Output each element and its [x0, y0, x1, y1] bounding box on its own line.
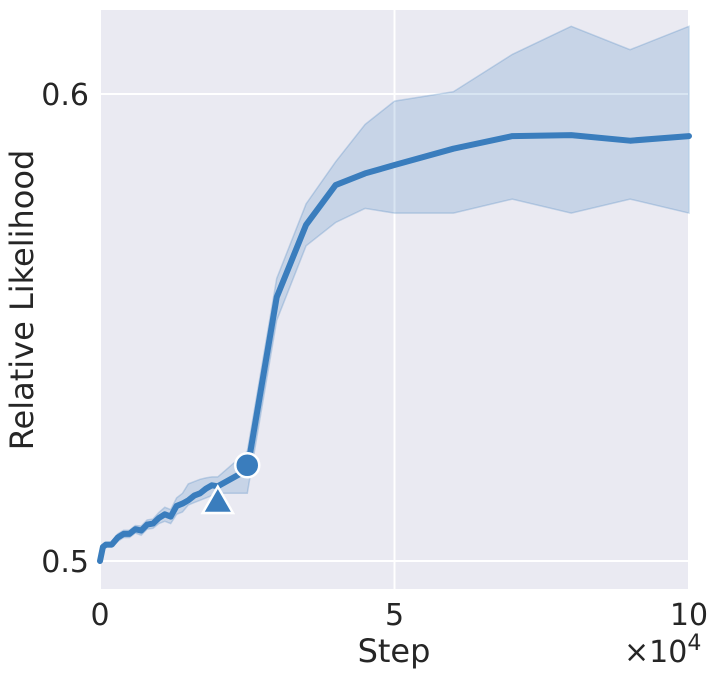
triangle-marker [200, 484, 236, 515]
markers [200, 452, 261, 515]
y-tick-label: 0.5 [41, 545, 89, 580]
y-tick-label: 0.6 [41, 78, 89, 113]
x-tick-label: 5 [385, 598, 404, 633]
y-tick-labels: 0.5 0.6 [41, 78, 89, 580]
x-axis-multiplier-base: ×10 [624, 635, 687, 670]
confidence-band [100, 26, 689, 564]
series-line [97, 132, 692, 564]
x-tick-labels: 0 5 10 [90, 598, 708, 633]
x-axis-label: Step [358, 632, 431, 670]
x-axis-multiplier-exponent: 4 [687, 631, 701, 656]
circle-marker [234, 452, 261, 479]
grid-lines [99, 10, 690, 589]
x-tick-label: 0 [90, 598, 109, 633]
y-axis-label: Relative Likelihood [3, 150, 41, 451]
x-axis-multiplier: ×104 [624, 631, 701, 670]
confidence-band-edge [99, 25, 690, 564]
x-tick-label: 10 [670, 598, 708, 633]
